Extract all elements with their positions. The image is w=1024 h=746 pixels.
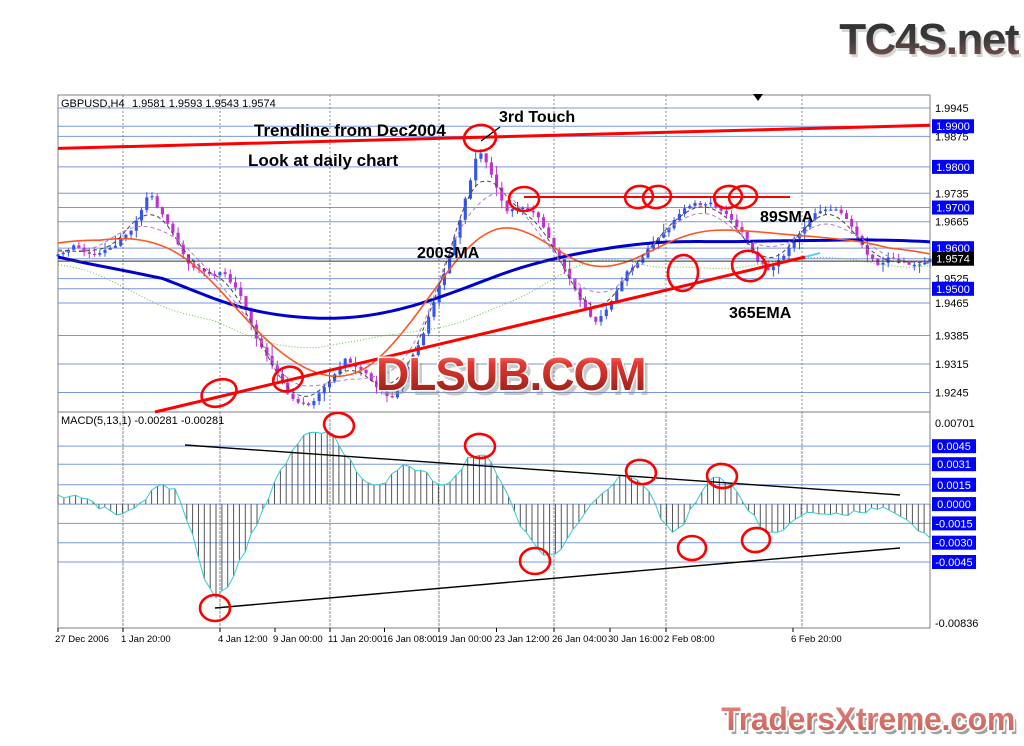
svg-text:-0.0015: -0.0015 [935,518,972,530]
svg-text:0.0045: 0.0045 [937,441,971,453]
svg-text:GBPUSD,H4: GBPUSD,H4 [61,98,125,110]
svg-text:1.9385: 1.9385 [935,331,969,343]
svg-text:9 Jan 00:00: 9 Jan 00:00 [273,634,323,645]
svg-text:1.9700: 1.9700 [936,203,970,215]
svg-text:30 Jan 16:00: 30 Jan 16:00 [608,634,663,645]
svg-text:2 Feb 08:00: 2 Feb 08:00 [664,634,715,645]
svg-text:19 Jan 00:00: 19 Jan 00:00 [437,634,492,645]
svg-text:365EMA: 365EMA [729,305,792,322]
svg-text:1.9245: 1.9245 [935,387,969,399]
svg-text:26 Jan 04:00: 26 Jan 04:00 [552,634,607,645]
svg-text:Look at daily chart: Look at daily chart [248,151,399,170]
svg-text:1.9665: 1.9665 [935,217,969,229]
svg-text:200SMA: 200SMA [417,245,480,262]
svg-text:DLSUB.COM: DLSUB.COM [376,348,646,400]
svg-text:1 Jan 20:00: 1 Jan 20:00 [121,634,171,645]
svg-text:0.0031: 0.0031 [937,459,971,471]
svg-text:Trendline from Dec2004: Trendline from Dec2004 [254,121,446,140]
svg-text:1.9875: 1.9875 [935,131,969,143]
svg-text:1.9945: 1.9945 [935,103,969,115]
svg-text:27 Dec 2006: 27 Dec 2006 [55,634,109,645]
svg-text:0.00701: 0.00701 [935,418,975,430]
svg-text:23 Jan 12:00: 23 Jan 12:00 [495,634,550,645]
svg-text:89SMA: 89SMA [760,209,814,226]
svg-text:-0.0045: -0.0045 [935,557,972,569]
svg-text:16 Jan 08:00: 16 Jan 08:00 [383,634,438,645]
svg-text:-0.0030: -0.0030 [935,538,972,550]
svg-text:11 Jan 20:00: 11 Jan 20:00 [328,634,382,645]
svg-text:3rd Touch: 3rd Touch [499,109,575,126]
svg-text:1.9735: 1.9735 [935,188,969,200]
svg-text:1.9465: 1.9465 [935,298,969,310]
svg-text:0.0015: 0.0015 [937,480,971,492]
svg-text:-0.00836: -0.00836 [935,618,978,630]
svg-text:1.9315: 1.9315 [935,359,969,371]
svg-text:1.9800: 1.9800 [936,162,970,174]
svg-text:1.9574: 1.9574 [936,254,970,266]
svg-text:0.0000: 0.0000 [937,499,971,511]
svg-text:1.9500: 1.9500 [936,284,970,296]
svg-text:MACD(5,13,1) -0.00281 -0.0028: MACD(5,13,1) -0.00281 -0.00281 [61,415,224,427]
svg-text:6 Feb 20:00: 6 Feb 20:00 [791,634,842,645]
svg-text:4 Jan 12:00: 4 Jan 12:00 [218,634,268,645]
svg-text:1.9581 1.9593 1.9543 1.9574: 1.9581 1.9593 1.9543 1.9574 [132,98,276,110]
